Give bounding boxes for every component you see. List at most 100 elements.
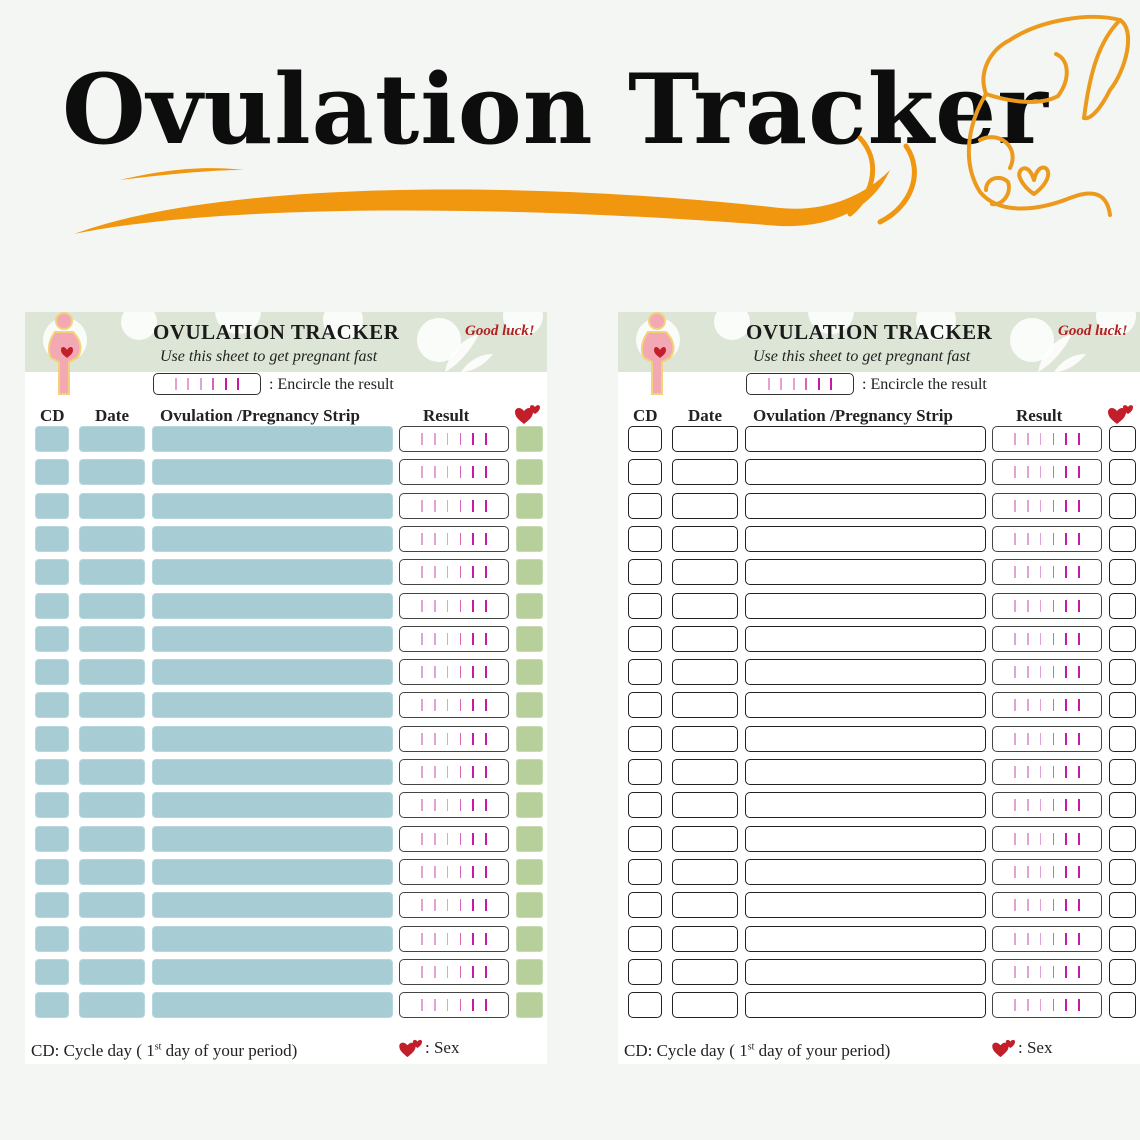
sex-checkbox[interactable]	[1109, 892, 1136, 919]
strip-field[interactable]	[152, 592, 393, 619]
sex-checkbox[interactable]	[516, 625, 543, 652]
date-field[interactable]	[672, 759, 738, 785]
date-field[interactable]	[79, 825, 145, 852]
date-field[interactable]	[672, 659, 738, 686]
date-field[interactable]	[672, 592, 738, 619]
cycle-day-field[interactable]	[628, 958, 662, 985]
strip-field[interactable]	[745, 858, 986, 885]
cycle-day-field[interactable]	[35, 492, 69, 519]
sex-checkbox[interactable]	[516, 825, 543, 852]
strip-field[interactable]	[152, 792, 393, 819]
strip-field[interactable]	[152, 858, 393, 885]
strip-field[interactable]	[745, 892, 986, 919]
sex-checkbox[interactable]	[1109, 792, 1136, 819]
sex-checkbox[interactable]	[1109, 525, 1136, 552]
sex-checkbox[interactable]	[516, 492, 543, 519]
strip-field[interactable]	[745, 992, 986, 1019]
sex-checkbox[interactable]	[516, 892, 543, 919]
date-field[interactable]	[672, 492, 738, 519]
date-field[interactable]	[672, 992, 738, 1019]
date-field[interactable]	[672, 625, 738, 652]
date-field[interactable]	[79, 992, 145, 1019]
result-strip[interactable]	[399, 792, 509, 819]
cycle-day-field[interactable]	[628, 426, 662, 452]
strip-field[interactable]	[745, 525, 986, 552]
date-field[interactable]	[79, 925, 145, 952]
cycle-day-field[interactable]	[35, 992, 69, 1019]
sex-checkbox[interactable]	[516, 858, 543, 885]
strip-field[interactable]	[745, 625, 986, 652]
sex-checkbox[interactable]	[1109, 459, 1136, 486]
cycle-day-field[interactable]	[35, 958, 69, 985]
strip-field[interactable]	[745, 792, 986, 819]
strip-field[interactable]	[745, 459, 986, 486]
sex-checkbox[interactable]	[1109, 692, 1136, 719]
strip-field[interactable]	[745, 958, 986, 985]
cycle-day-field[interactable]	[628, 559, 662, 586]
date-field[interactable]	[79, 625, 145, 652]
result-strip[interactable]	[992, 625, 1102, 652]
result-strip[interactable]	[399, 525, 509, 552]
strip-field[interactable]	[745, 759, 986, 785]
cycle-day-field[interactable]	[628, 858, 662, 885]
sex-checkbox[interactable]	[1109, 659, 1136, 686]
result-strip[interactable]	[399, 559, 509, 586]
strip-field[interactable]	[745, 492, 986, 519]
strip-field[interactable]	[745, 659, 986, 686]
cycle-day-field[interactable]	[35, 459, 69, 486]
date-field[interactable]	[672, 692, 738, 719]
sex-checkbox[interactable]	[516, 426, 543, 452]
cycle-day-field[interactable]	[628, 992, 662, 1019]
result-strip[interactable]	[399, 492, 509, 519]
date-field[interactable]	[79, 492, 145, 519]
date-field[interactable]	[672, 559, 738, 586]
strip-field[interactable]	[745, 692, 986, 719]
result-strip[interactable]	[992, 992, 1102, 1019]
result-strip[interactable]	[399, 825, 509, 852]
date-field[interactable]	[79, 459, 145, 486]
sex-checkbox[interactable]	[516, 659, 543, 686]
cycle-day-field[interactable]	[35, 426, 69, 452]
cycle-day-field[interactable]	[628, 459, 662, 486]
date-field[interactable]	[672, 892, 738, 919]
result-strip[interactable]	[992, 792, 1102, 819]
cycle-day-field[interactable]	[628, 759, 662, 785]
cycle-day-field[interactable]	[35, 625, 69, 652]
cycle-day-field[interactable]	[628, 825, 662, 852]
result-strip[interactable]	[992, 958, 1102, 985]
cycle-day-field[interactable]	[628, 725, 662, 752]
result-strip[interactable]	[992, 925, 1102, 952]
result-strip[interactable]	[399, 759, 509, 785]
date-field[interactable]	[672, 426, 738, 452]
sex-checkbox[interactable]	[1109, 426, 1136, 452]
result-strip[interactable]	[399, 992, 509, 1019]
sex-checkbox[interactable]	[1109, 492, 1136, 519]
strip-field[interactable]	[152, 825, 393, 852]
strip-field[interactable]	[745, 559, 986, 586]
sex-checkbox[interactable]	[1109, 958, 1136, 985]
cycle-day-field[interactable]	[628, 692, 662, 719]
cycle-day-field[interactable]	[35, 825, 69, 852]
cycle-day-field[interactable]	[628, 659, 662, 686]
result-strip[interactable]	[992, 858, 1102, 885]
result-strip[interactable]	[992, 659, 1102, 686]
date-field[interactable]	[672, 925, 738, 952]
strip-field[interactable]	[152, 459, 393, 486]
cycle-day-field[interactable]	[35, 858, 69, 885]
sex-checkbox[interactable]	[516, 725, 543, 752]
result-strip[interactable]	[992, 725, 1102, 752]
cycle-day-field[interactable]	[35, 559, 69, 586]
date-field[interactable]	[672, 525, 738, 552]
date-field[interactable]	[79, 958, 145, 985]
result-strip[interactable]	[992, 525, 1102, 552]
strip-field[interactable]	[152, 692, 393, 719]
result-strip[interactable]	[399, 858, 509, 885]
cycle-day-field[interactable]	[628, 892, 662, 919]
result-strip[interactable]	[992, 759, 1102, 785]
strip-field[interactable]	[152, 426, 393, 452]
result-strip[interactable]	[399, 426, 509, 452]
cycle-day-field[interactable]	[628, 925, 662, 952]
result-strip[interactable]	[399, 625, 509, 652]
sex-checkbox[interactable]	[516, 559, 543, 586]
date-field[interactable]	[79, 525, 145, 552]
